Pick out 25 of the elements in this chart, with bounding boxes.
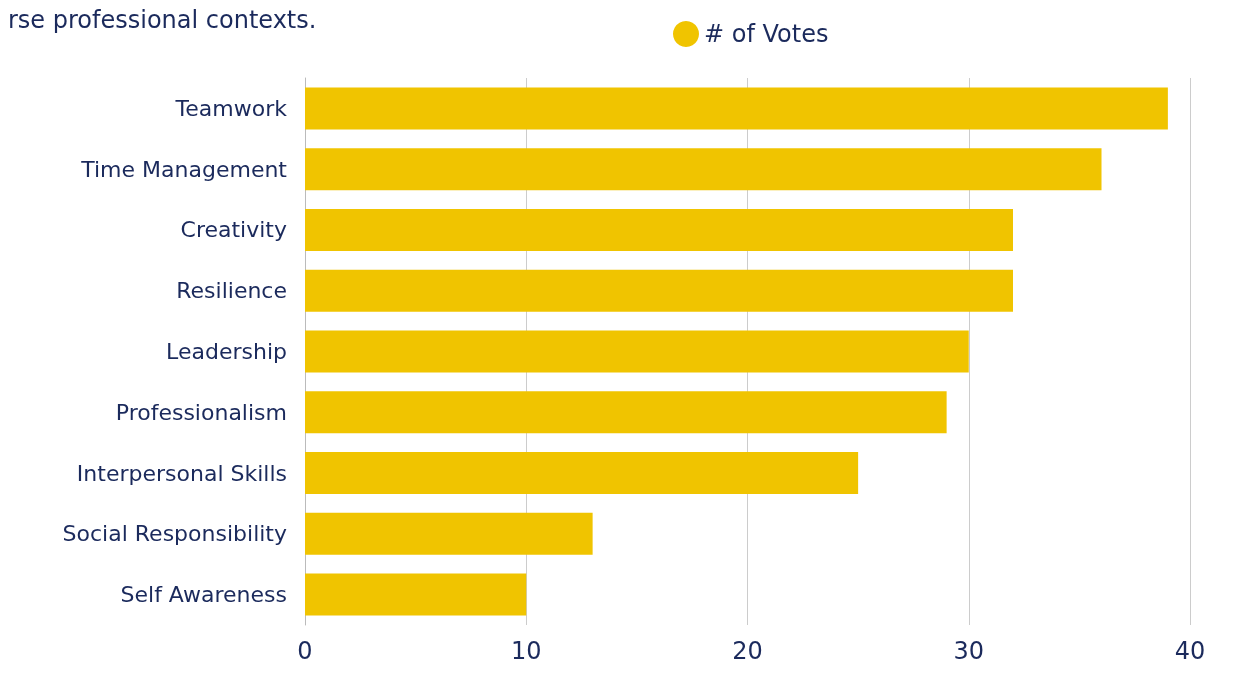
y-tick-label: Self Awareness bbox=[120, 582, 287, 608]
bar bbox=[305, 208, 1013, 251]
x-tick-label: 40 bbox=[1174, 637, 1206, 665]
bar bbox=[305, 573, 527, 616]
y-tick-label: Professionalism bbox=[115, 399, 287, 425]
y-tick-label: Creativity bbox=[180, 217, 287, 243]
x-tick-label: 10 bbox=[510, 637, 542, 665]
y-tick-label: Leadership bbox=[166, 339, 287, 364]
bar bbox=[305, 330, 969, 373]
y-tick-label: Interpersonal Skills bbox=[76, 460, 287, 486]
bar bbox=[305, 269, 1013, 312]
bar bbox=[305, 391, 947, 434]
y-tick-label: Teamwork bbox=[174, 95, 288, 121]
bar bbox=[305, 87, 1168, 130]
y-tick-label: Social Responsibility bbox=[62, 521, 287, 547]
text: rse professional contexts. bbox=[8, 6, 317, 34]
legend-label: # of Votes bbox=[704, 20, 829, 48]
bar bbox=[305, 148, 1102, 191]
y-tick-label: Resilience bbox=[176, 278, 287, 304]
x-tick-label: 20 bbox=[732, 637, 763, 665]
bar bbox=[305, 452, 859, 495]
x-tick-label: 30 bbox=[953, 637, 985, 665]
x-tick-label: 0 bbox=[297, 637, 313, 665]
bar bbox=[305, 512, 593, 555]
y-tick-label: Time Management bbox=[80, 156, 288, 182]
